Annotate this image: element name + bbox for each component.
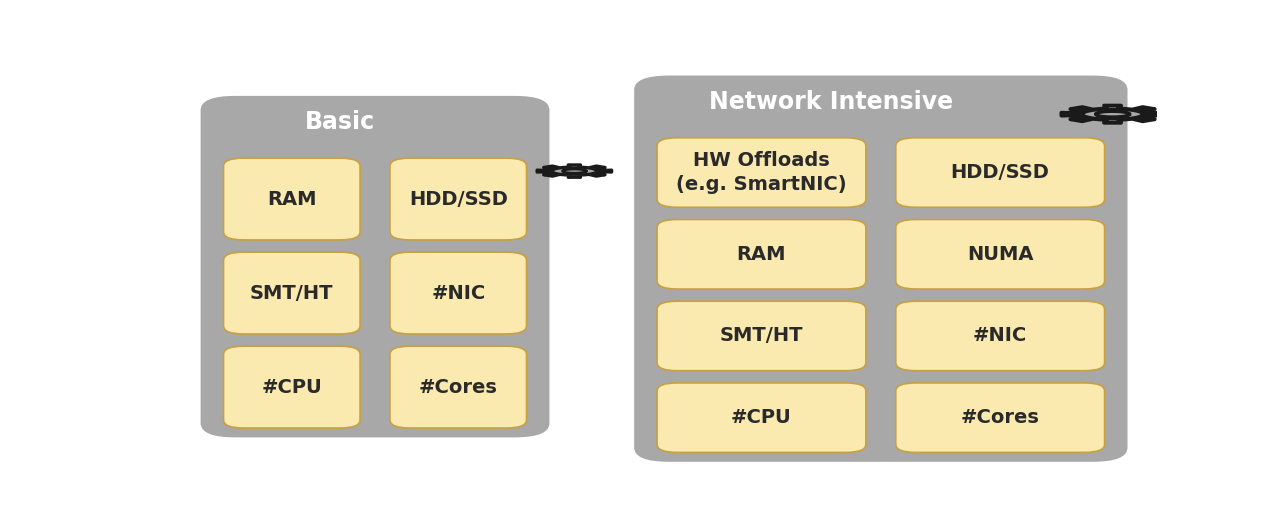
Text: Basic: Basic xyxy=(305,110,376,134)
FancyBboxPatch shape xyxy=(657,220,865,289)
FancyBboxPatch shape xyxy=(657,383,865,452)
FancyBboxPatch shape xyxy=(224,346,360,428)
Polygon shape xyxy=(538,165,612,177)
Text: RAM: RAM xyxy=(737,245,786,264)
Polygon shape xyxy=(553,167,597,175)
Text: SMT/HT: SMT/HT xyxy=(249,284,333,303)
Text: #CPU: #CPU xyxy=(261,378,323,397)
FancyBboxPatch shape xyxy=(657,301,865,371)
Polygon shape xyxy=(1061,106,1164,122)
Text: #CPU: #CPU xyxy=(732,408,792,427)
FancyBboxPatch shape xyxy=(896,138,1105,208)
Text: HW Offloads
(e.g. SmartNIC): HW Offloads (e.g. SmartNIC) xyxy=(676,151,846,194)
Text: HDD/SSD: HDD/SSD xyxy=(409,190,508,209)
FancyBboxPatch shape xyxy=(390,346,526,428)
FancyBboxPatch shape xyxy=(896,220,1105,289)
Text: #NIC: #NIC xyxy=(431,284,485,303)
Text: RAM: RAM xyxy=(267,190,316,209)
FancyBboxPatch shape xyxy=(390,158,526,240)
Polygon shape xyxy=(1083,109,1142,119)
FancyBboxPatch shape xyxy=(224,252,360,334)
FancyBboxPatch shape xyxy=(201,96,549,437)
FancyBboxPatch shape xyxy=(634,76,1128,462)
Polygon shape xyxy=(1096,111,1129,117)
FancyBboxPatch shape xyxy=(896,301,1105,371)
FancyBboxPatch shape xyxy=(896,383,1105,452)
FancyBboxPatch shape xyxy=(390,252,526,334)
Polygon shape xyxy=(562,169,586,173)
Text: Network Intensive: Network Intensive xyxy=(710,90,953,114)
Text: #NIC: #NIC xyxy=(974,326,1028,345)
Text: HDD/SSD: HDD/SSD xyxy=(950,163,1049,182)
Text: #Cores: #Cores xyxy=(419,378,498,397)
FancyBboxPatch shape xyxy=(657,138,865,208)
Text: #Cores: #Cores xyxy=(961,408,1039,427)
FancyBboxPatch shape xyxy=(224,158,360,240)
Text: SMT/HT: SMT/HT xyxy=(720,326,804,345)
Text: NUMA: NUMA xyxy=(967,245,1034,264)
